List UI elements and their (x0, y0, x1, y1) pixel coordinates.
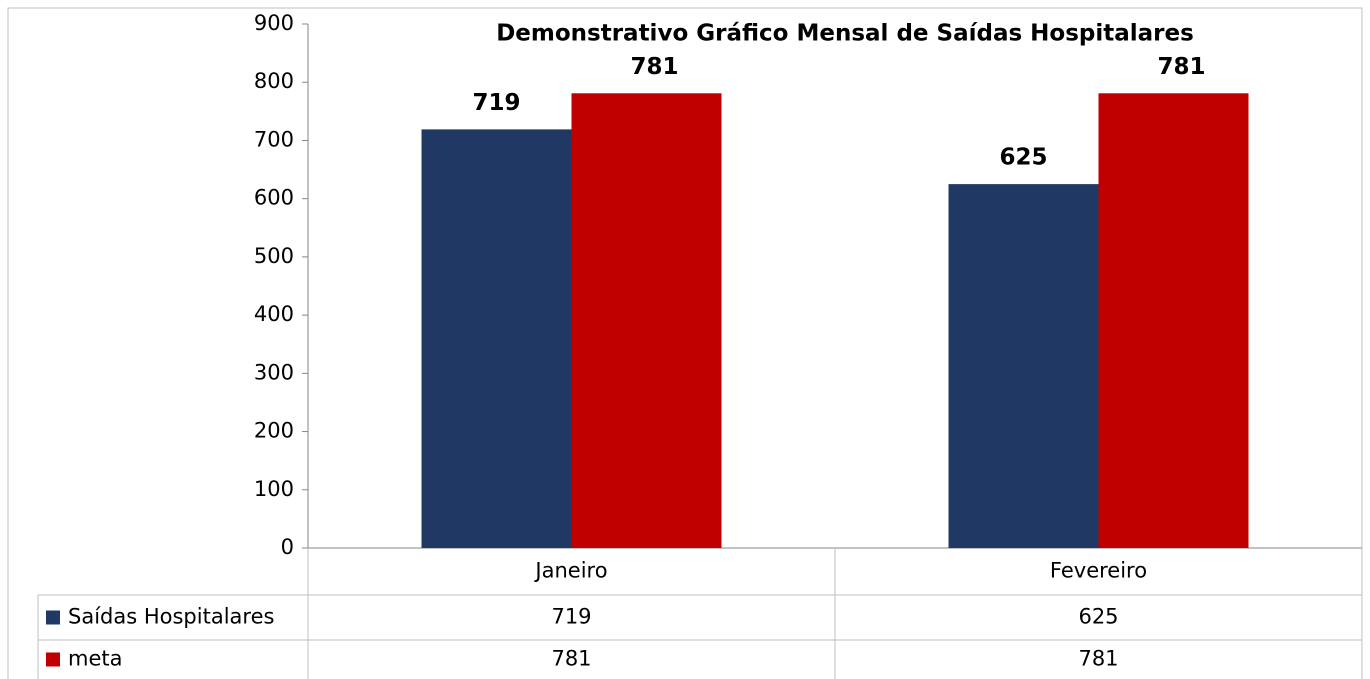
y-tick-label: 500 (254, 244, 294, 268)
bar (571, 93, 722, 548)
y-tick-label: 0 (281, 535, 294, 559)
legend-label: meta (68, 647, 122, 671)
bar (421, 129, 572, 549)
data-label: 719 (472, 90, 520, 116)
bar (948, 184, 1099, 548)
y-tick-label: 300 (254, 360, 294, 384)
table-cell: 719 (551, 605, 591, 629)
y-tick-label: 600 (254, 186, 294, 210)
y-tick-label: 700 (254, 127, 294, 151)
x-tick-label: Fevereiro (1050, 559, 1147, 583)
y-tick-label: 900 (254, 11, 294, 35)
bar (1098, 93, 1249, 548)
table-cell: 781 (551, 647, 591, 671)
data-label: 781 (630, 54, 678, 80)
legend-swatch (46, 652, 60, 667)
y-tick-label: 200 (254, 419, 294, 443)
y-tick-label: 400 (254, 302, 294, 326)
data-label: 625 (999, 145, 1047, 171)
chart-title: Demonstrativo Gráfico Mensal de Saídas H… (496, 21, 1194, 47)
legend-swatch (46, 610, 60, 625)
chart-border (7, 7, 1363, 679)
legend-label: Saídas Hospitalares (68, 605, 274, 629)
y-tick-label: 100 (254, 477, 294, 501)
table-cell: 625 (1078, 605, 1118, 629)
data-label: 781 (1157, 54, 1205, 80)
y-tick-label: 800 (254, 69, 294, 93)
table-cell: 781 (1078, 647, 1118, 671)
x-tick-label: Janeiro (533, 559, 607, 583)
